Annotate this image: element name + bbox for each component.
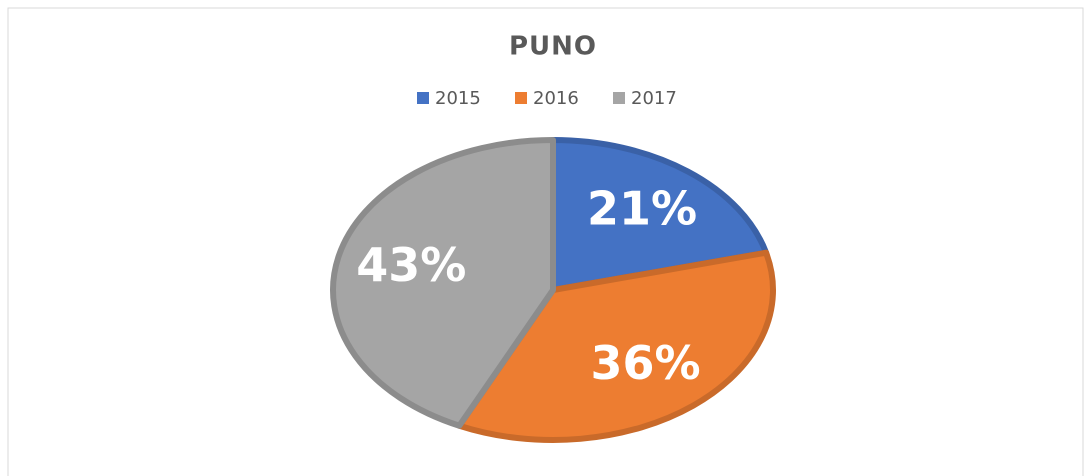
legend-swatch (417, 92, 429, 104)
legend-swatch (613, 92, 625, 104)
pie-slice (330, 137, 556, 429)
pie-slice (550, 137, 770, 293)
data-label: 36% (590, 336, 700, 390)
legend-label: 2016 (533, 88, 579, 109)
legend-label: 2015 (435, 88, 481, 109)
pie-slice (456, 249, 776, 443)
chart-title: PUNO (509, 32, 597, 62)
data-label: 43% (356, 238, 466, 292)
legend-swatch (515, 92, 527, 104)
data-label: 21% (587, 181, 697, 235)
legend-label: 2017 (631, 88, 677, 109)
